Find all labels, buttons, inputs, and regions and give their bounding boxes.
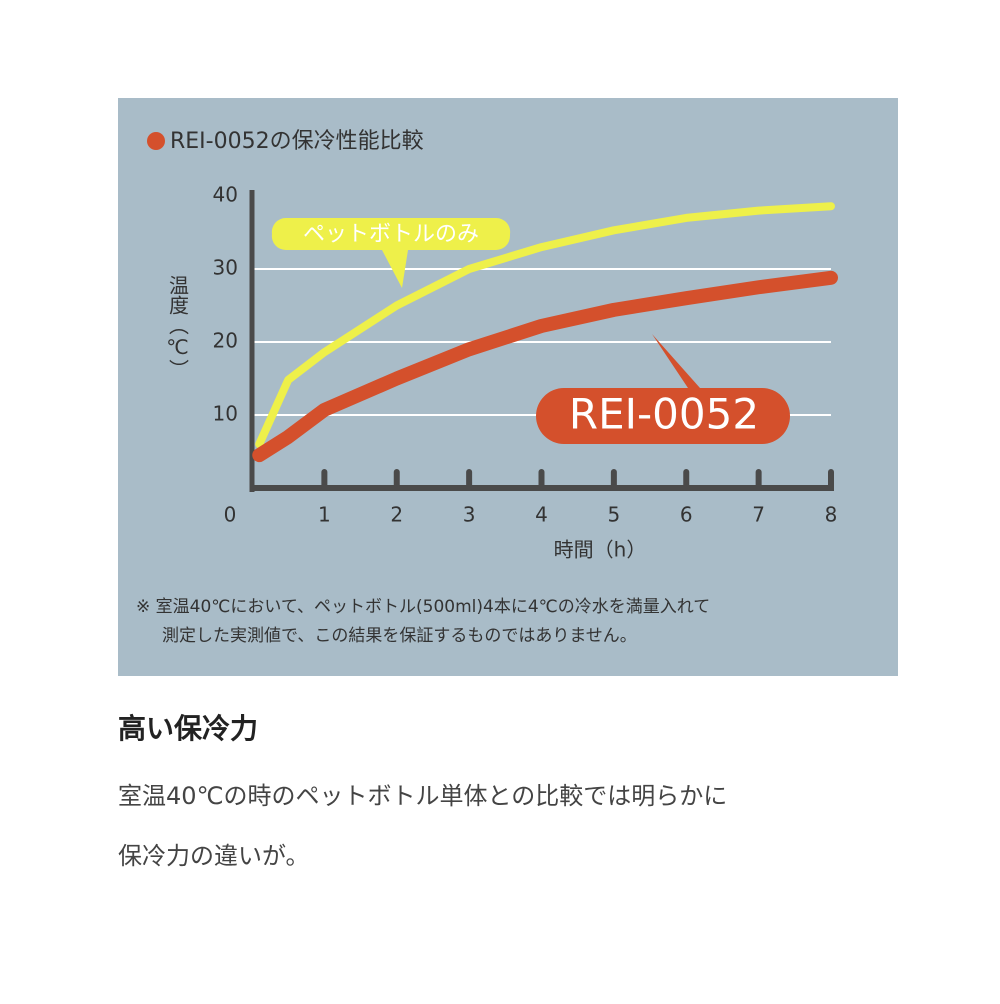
x-tick-label: 5: [608, 503, 621, 527]
title-bullet: [147, 132, 165, 150]
y-tick-label: 10: [213, 402, 238, 426]
y-tick-label: 30: [213, 256, 238, 280]
x-tick-label: 7: [752, 503, 765, 527]
x-axis-label: 時間（h）: [554, 538, 647, 562]
chart-title: REI-0052の保冷性能比較: [170, 129, 424, 154]
series-line: [252, 270, 838, 463]
x-tick-label: 0: [224, 503, 237, 527]
x-tick-label: 1: [318, 503, 331, 527]
body-text: 保冷力の違いが。: [118, 842, 310, 870]
chart-panel: [118, 98, 898, 676]
callout-box: [271, 217, 511, 288]
x-tick-label: 2: [390, 503, 403, 527]
series-label: REI-0052: [569, 390, 759, 439]
series-label: ペットボトルのみ: [303, 222, 479, 247]
y-tick-label: 40: [213, 183, 238, 207]
series-line: [255, 202, 835, 449]
heading: 高い保冷力: [118, 712, 258, 745]
note: 測定した実測値で、この結果を保証するものではありません。: [162, 626, 637, 646]
body-text: 室温40℃の時のペットボトル単体との比較では明らかに: [118, 782, 727, 810]
callout-box: [536, 334, 790, 444]
x-tick-label: 4: [535, 503, 548, 527]
x-tick-label: 6: [680, 503, 693, 527]
x-tick-label: 3: [463, 503, 476, 527]
y-axis-label: 温度（℃）: [166, 275, 190, 379]
y-tick-label: 20: [213, 329, 238, 353]
note: ※ 室温40℃において、ペットボトル(500ml)4本に4℃の冷水を満量入れて: [136, 597, 710, 617]
x-tick-label: 8: [825, 503, 838, 527]
